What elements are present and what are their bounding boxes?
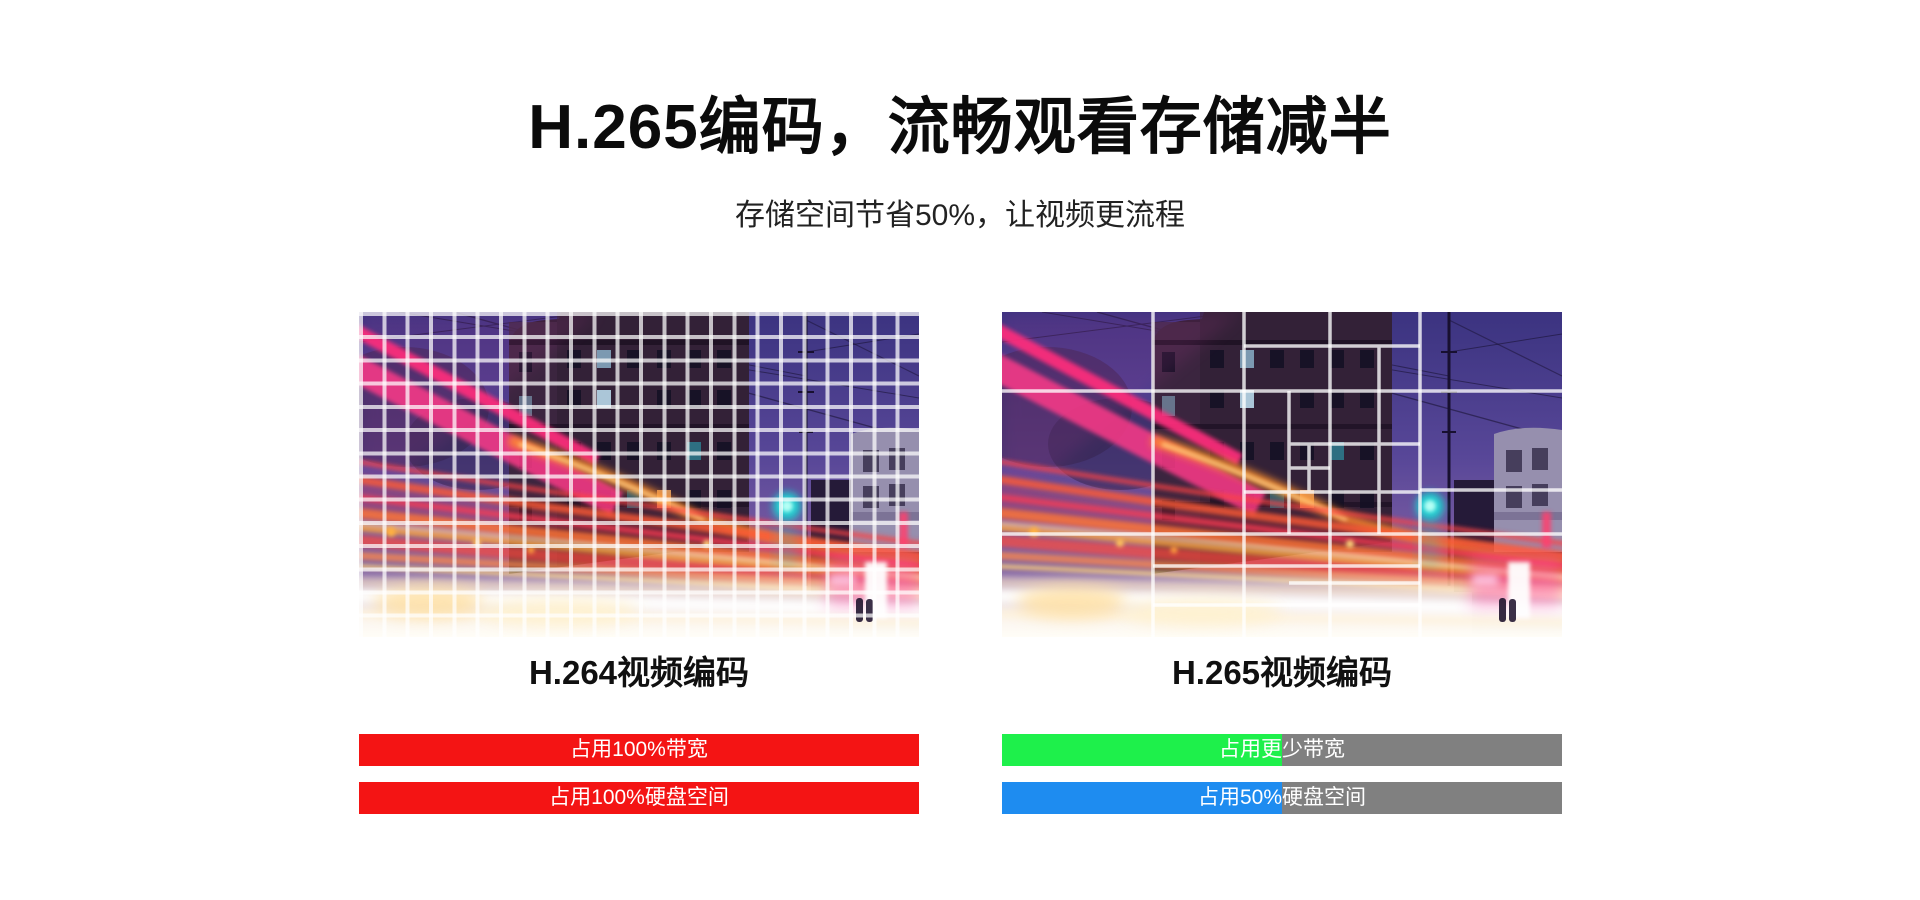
bar-fill: [1002, 734, 1282, 766]
bar-fill: [1002, 782, 1282, 814]
h264-macroblock-grid-overlay: [359, 312, 919, 637]
page-subtitle: 存储空间节省50%，让视频更流程: [734, 199, 1186, 232]
codec-comparison: H.264视频编码 占用100%带宽 占用100%硬盘空间: [359, 312, 1562, 814]
h265-column: H.265视频编码 占用更少带宽 占用50%硬盘空间: [1002, 312, 1562, 814]
h265-quadtree-grid-overlay: [1002, 312, 1562, 637]
h265-caption: H.265视频编码: [1171, 654, 1393, 691]
h264-disk-space-bar: 占用100%硬盘空间: [359, 782, 919, 814]
h265-disk-space-bar: 占用50%硬盘空间: [1002, 782, 1562, 814]
bar-label: 占用100%带宽: [570, 738, 708, 761]
bar-label: 占用50%硬盘空间: [1197, 786, 1367, 809]
h264-column: H.264视频编码 占用100%带宽 占用100%硬盘空间: [359, 312, 919, 814]
bar-fill: [359, 782, 919, 814]
h264-caption: H.264视频编码: [528, 654, 750, 691]
bar-label: 占用100%硬盘空间: [549, 786, 729, 809]
h265-bandwidth-bar: 占用更少带宽: [1002, 734, 1562, 766]
h265-encoded-image: [1002, 312, 1562, 637]
h264-bandwidth-bar: 占用100%带宽: [359, 734, 919, 766]
bar-fill: [359, 734, 919, 766]
bar-label: 占用更少带宽: [1219, 738, 1345, 761]
h264-encoded-image: [359, 312, 919, 637]
page-title: H.265编码，流畅观看存储减半: [528, 93, 1392, 162]
